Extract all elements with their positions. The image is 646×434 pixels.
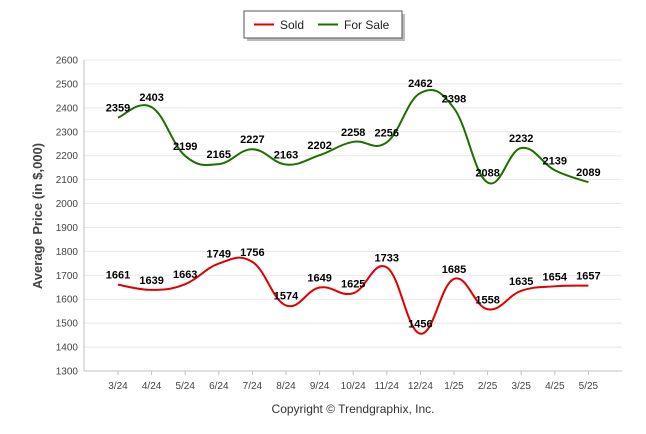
x-tick-label: 1/25 [444,381,464,392]
y-tick-label: 2000 [56,199,79,210]
legend: Sold For Sale [243,10,405,41]
legend-label-for-sale: For Sale [344,18,390,32]
x-tick-label: 3/25 [511,381,531,392]
x-tick-label: 5/24 [175,381,195,392]
x-tick-label: 5/25 [579,381,599,392]
data-label: 1639 [139,275,163,287]
data-label: 2227 [240,134,264,146]
data-label: 2232 [509,133,533,145]
x-axis-label: Copyright © Trendgraphix, Inc. [272,402,435,416]
data-label: 1657 [576,271,600,283]
data-label: 2088 [475,167,499,179]
y-tick-label: 2500 [56,79,79,90]
y-axis: 1300 1400 1500 1600 1700 1800 1900 2000 2100 2200… [56,56,85,378]
y-tick-label: 1700 [56,271,79,282]
x-tick-label: 9/24 [310,381,330,392]
data-label: 2258 [341,127,365,139]
y-tick-label: 1600 [56,295,79,306]
y-tick-label: 2200 [56,151,79,162]
x-tick-label: 8/24 [276,381,296,392]
data-label: 2089 [576,167,600,179]
data-label: 2403 [139,92,163,104]
x-tick-label: 4/25 [545,381,565,392]
data-label: 1663 [173,269,197,281]
x-tick-label: 7/24 [243,381,263,392]
x-tick-label: 11/24 [375,381,400,392]
data-labels: 1661 1639 1663 1749 1756 1574 1649 1625 1733 1456… [106,78,601,331]
x-tick-label: 12/24 [408,381,433,392]
data-label: 2139 [543,155,567,167]
x-tick-label: 4/24 [142,381,162,392]
data-label: 1756 [240,247,264,259]
data-label: 1625 [341,278,365,290]
data-label: 1558 [475,294,499,306]
data-label: 2462 [408,78,432,90]
series-lines [117,89,589,335]
series-line-sold [117,256,589,335]
x-axis: 3/24 4/24 5/24 6/24 7/24 8/24 9/24 10/24 11/24 12… [84,370,622,392]
data-label: 1654 [543,271,568,283]
y-tick-label: 2100 [56,175,79,186]
y-tick-label: 1900 [56,223,79,234]
y-tick-label: 1500 [56,319,79,330]
data-label: 1649 [307,273,331,285]
data-label: 1749 [207,249,231,261]
y-tick-label: 1300 [56,367,79,378]
data-label: 1685 [442,264,466,276]
y-tick-label: 2300 [56,127,79,138]
data-label: 2359 [106,103,130,115]
data-label: 2199 [173,141,197,153]
series-line-for-sale [117,89,589,185]
data-label: 2202 [307,140,331,152]
x-tick-label: 6/24 [209,381,229,392]
y-axis-label: Average Price (in $,000) [30,143,45,289]
y-tick-label: 1800 [56,247,79,258]
data-label: 1733 [375,252,399,264]
data-label: 2398 [442,93,466,105]
data-label: 1661 [106,270,130,282]
data-label: 1635 [509,276,533,288]
x-tick-label: 3/24 [108,381,128,392]
data-label: 1456 [408,319,432,331]
y-tick-label: 2400 [56,103,79,114]
x-tick-label: 10/24 [341,381,366,392]
grid [84,59,622,372]
y-tick-label: 2600 [56,56,79,67]
y-tick-label: 1400 [56,343,79,354]
data-label: 2165 [207,149,231,161]
data-label: 2163 [274,150,298,162]
x-tick-label: 2/25 [478,381,498,392]
data-label: 2256 [375,127,399,139]
data-label: 1574 [274,290,299,302]
legend-label-sold: Sold [280,18,304,32]
